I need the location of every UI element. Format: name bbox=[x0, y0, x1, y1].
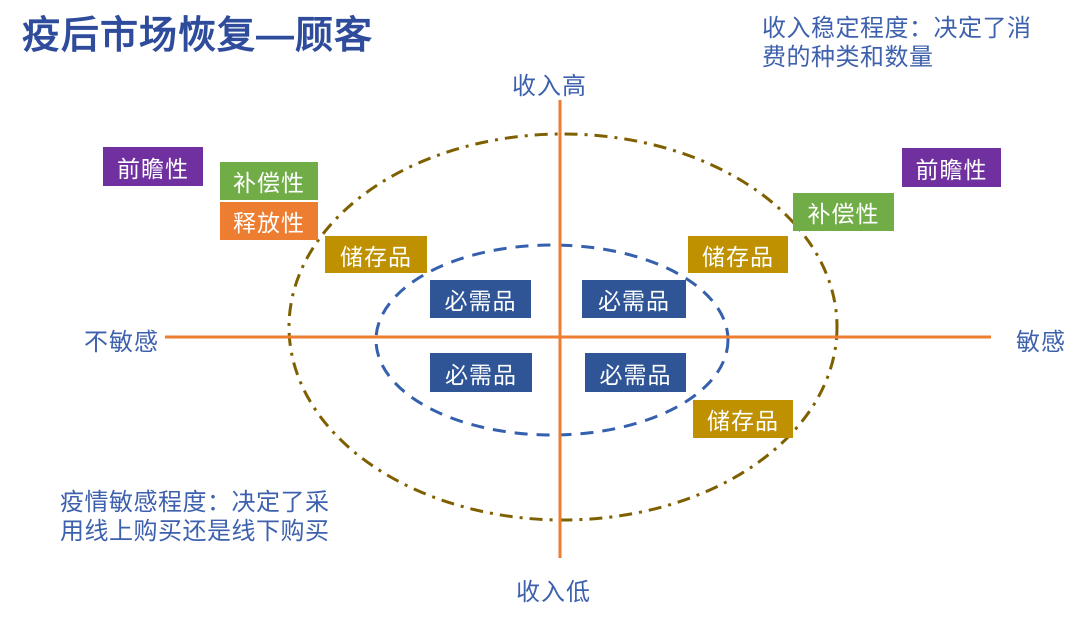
label-box-necessities-upper-left: 必需品 bbox=[430, 280, 531, 318]
annotation-pandemic-sensitivity: 疫情敏感程度：决定了采 用线上购买还是线下购买 bbox=[60, 488, 380, 547]
label-box-forward-looking-right: 前瞻性 bbox=[902, 148, 1001, 187]
annotation-income-line2: 费的种类和数量 bbox=[762, 44, 934, 72]
label-box-stored-goods-left: 储存品 bbox=[325, 236, 427, 273]
annotation-income-line1: 收入稳定程度：决定了消 bbox=[762, 15, 1032, 42]
label-box-necessities-lower-left: 必需品 bbox=[430, 353, 532, 392]
label-box-compensatory-right: 补偿性 bbox=[793, 193, 894, 231]
axis-label-income-low: 收入低 bbox=[516, 579, 591, 606]
annotation-sensitivity-line1: 疫情敏感程度：决定了采 bbox=[60, 489, 330, 516]
label-box-stored-goods-upper-right: 储存品 bbox=[688, 236, 788, 273]
axis-label-insensitive: 不敏感 bbox=[84, 329, 159, 356]
outer-dashdot-ellipse bbox=[287, 132, 839, 522]
annotation-income-stability: 收入稳定程度：决定了消 费的种类和数量 bbox=[762, 14, 1080, 73]
label-box-compensatory-left: 补偿性 bbox=[220, 162, 318, 200]
axis-label-sensitive: 敏感 bbox=[1016, 329, 1066, 356]
label-box-necessities-lower-right: 必需品 bbox=[585, 353, 686, 392]
page-title: 疫后市场恢复—顾客 bbox=[22, 15, 374, 57]
label-box-release-left: 释放性 bbox=[220, 202, 318, 240]
label-box-necessities-upper-right: 必需品 bbox=[582, 280, 686, 318]
label-box-forward-looking-left: 前瞻性 bbox=[103, 147, 203, 186]
annotation-sensitivity-line2: 用线上购买还是线下购买 bbox=[60, 518, 330, 546]
axis-label-income-high: 收入高 bbox=[512, 73, 587, 100]
label-box-stored-goods-lower-right: 储存品 bbox=[693, 400, 793, 438]
inner-dashed-ellipse bbox=[374, 243, 730, 437]
